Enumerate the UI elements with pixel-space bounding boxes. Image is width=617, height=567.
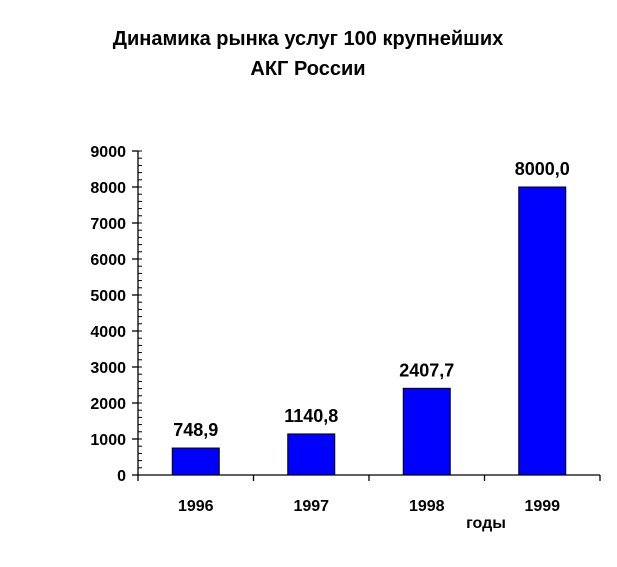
y-tick-label: 0 [117, 468, 126, 485]
x-tick-label: 1999 [524, 498, 560, 515]
y-tick-label: 2000 [90, 396, 126, 413]
y-tick-label: 5000 [90, 288, 126, 305]
x-tick-label: 1998 [409, 498, 445, 515]
y-tick-label: 8000 [90, 180, 126, 197]
y-tick-label: 6000 [90, 252, 126, 269]
bar-1997 [287, 433, 336, 476]
chart-title-line-1: Динамика рынка услуг 100 крупнейших [113, 28, 503, 50]
bar-1996 [171, 447, 220, 476]
data-label-1998: 2407,7 [399, 360, 454, 380]
x-tick-label: 1996 [178, 498, 214, 515]
y-tick-label: 3000 [90, 360, 126, 377]
data-label-1997: 1140,8 [284, 406, 338, 426]
data-label-1999: 8000,0 [515, 159, 570, 179]
x-tick-label: 1997 [293, 498, 329, 515]
x-axis-label: годы [466, 515, 506, 532]
y-tick-label: 9000 [90, 144, 126, 161]
y-tick-label: 4000 [90, 324, 126, 341]
bar-1998 [402, 387, 451, 476]
chart-title-line-2: АКГ России [250, 58, 365, 80]
y-tick-label: 1000 [90, 432, 126, 449]
data-label-1996: 748,9 [173, 420, 218, 440]
bar-1999 [518, 186, 567, 476]
y-tick-label: 7000 [90, 216, 126, 233]
